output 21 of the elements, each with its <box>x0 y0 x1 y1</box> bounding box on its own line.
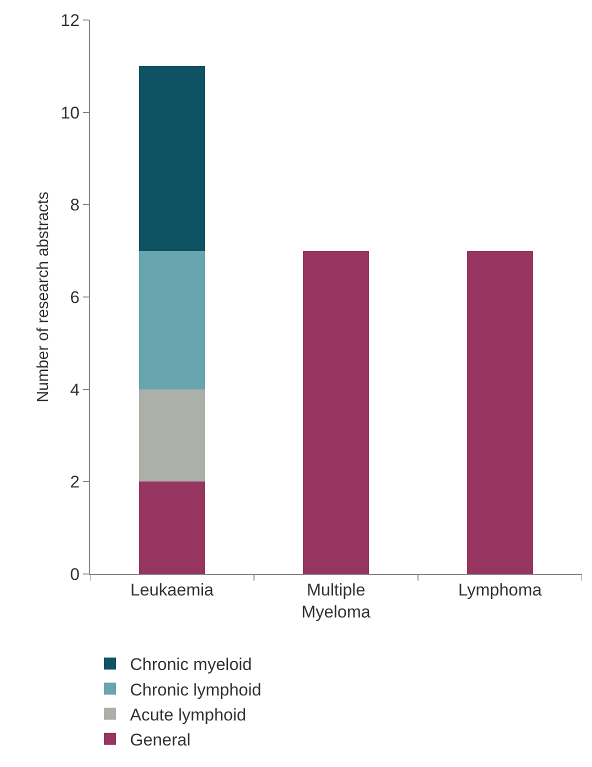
legend-label: Chronic myeloid <box>130 655 252 674</box>
bar <box>139 389 205 482</box>
bar <box>467 250 533 574</box>
y-tick-label: 10 <box>60 103 80 122</box>
y-tick-label: 0 <box>70 564 80 584</box>
legend-label: Chronic lymphoid <box>130 680 262 700</box>
y-tick-label: 4 <box>70 380 80 400</box>
bar <box>139 482 205 574</box>
x-tick-label: Multiple Myeloma <box>302 580 372 622</box>
bar <box>139 250 205 390</box>
x-tick-label: Leukaemia <box>130 580 214 600</box>
x-tick-label: Lymphoma <box>458 580 542 600</box>
y-axis-title: Number of research abstracts <box>35 192 52 402</box>
y-tick-label: 6 <box>70 288 80 307</box>
y-tick-label: 8 <box>70 196 80 215</box>
y-tick-label: 12 <box>60 10 80 30</box>
y-tick-label: 2 <box>70 472 80 492</box>
legend-label: General <box>130 730 190 750</box>
bar <box>303 250 369 574</box>
legend-label: Acute lymphoid <box>130 705 246 724</box>
bar <box>139 66 205 251</box>
